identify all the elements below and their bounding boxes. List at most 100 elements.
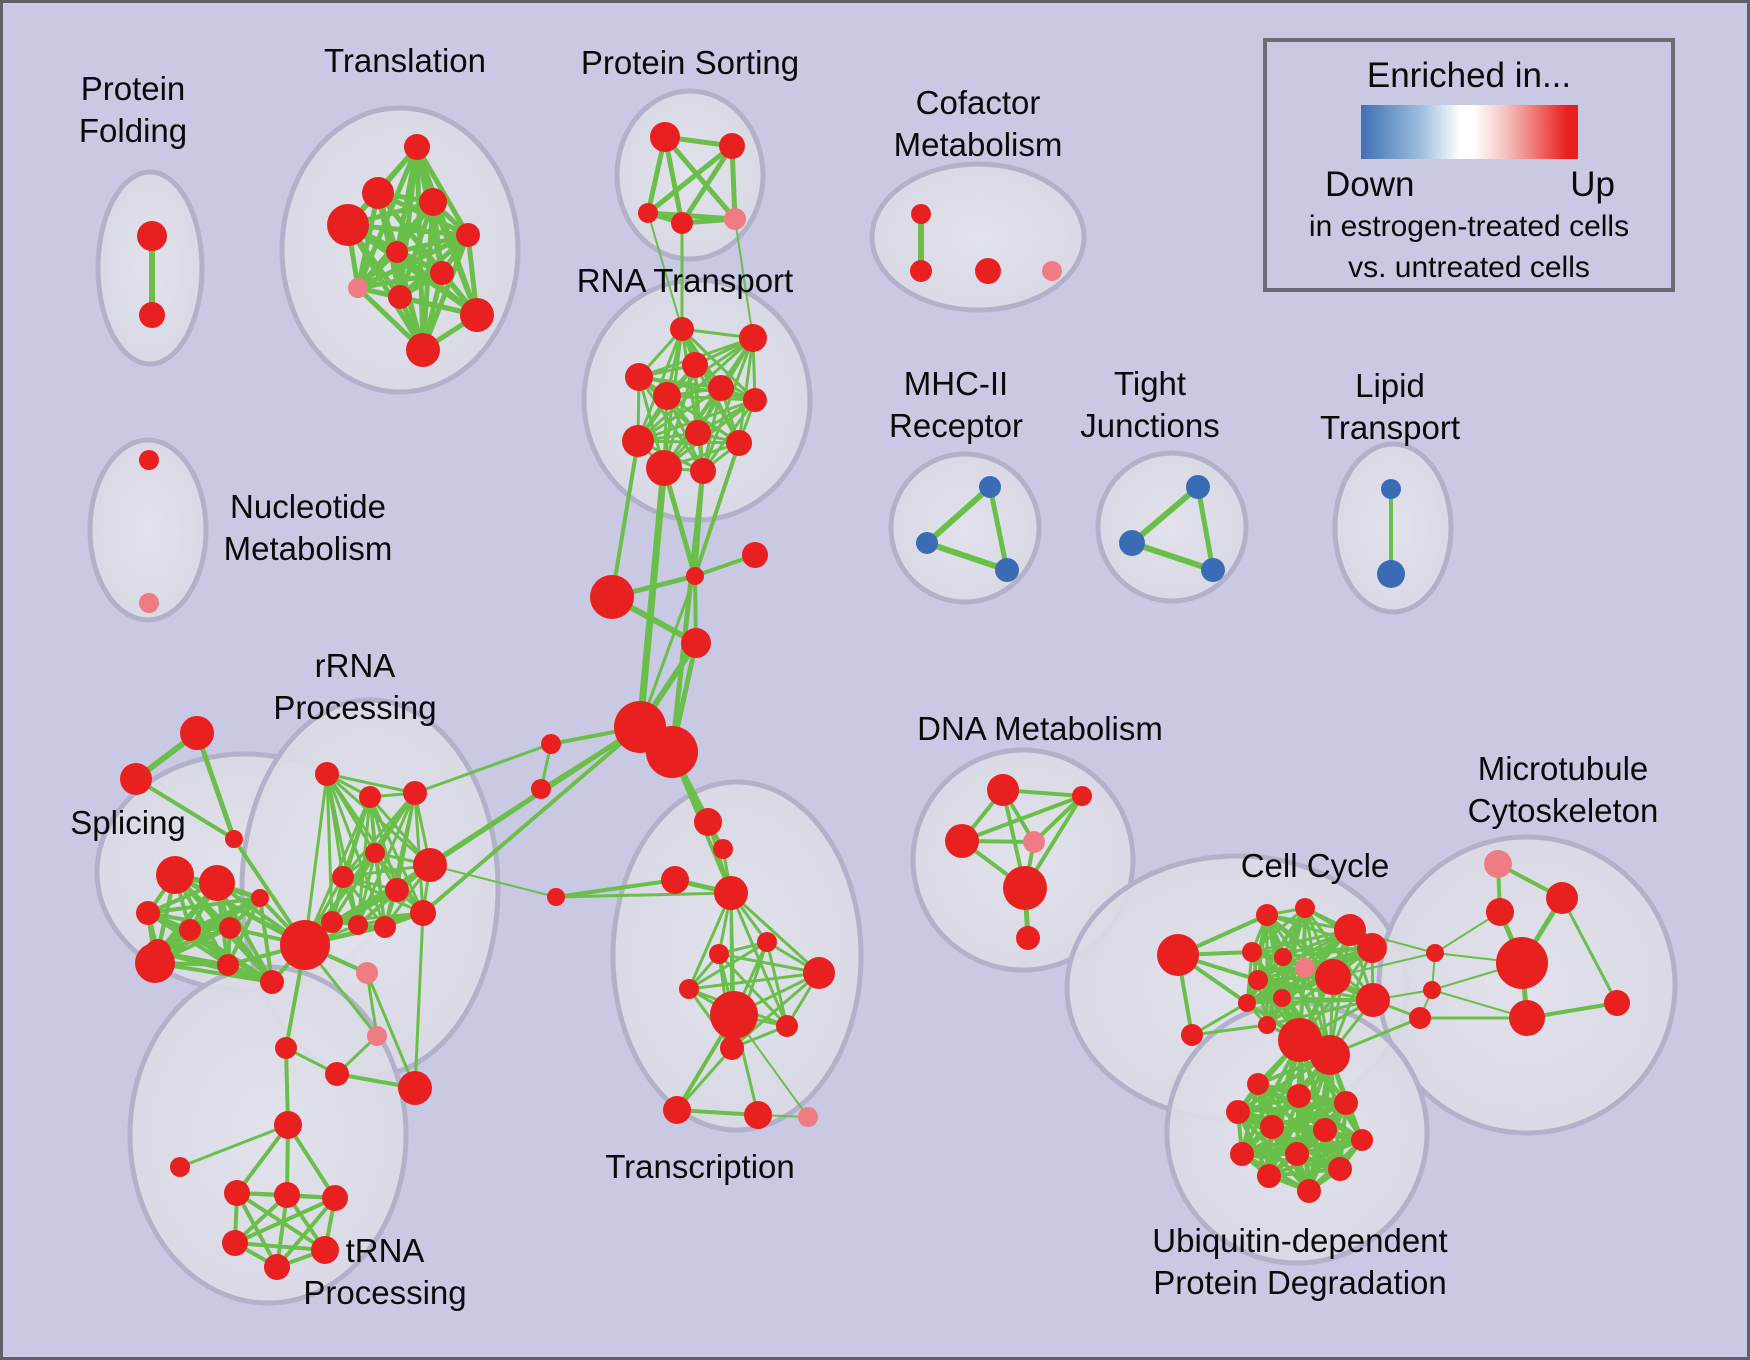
gene-set-node: [1351, 1129, 1373, 1151]
gene-set-node: [663, 1096, 691, 1124]
gene-set-node: [803, 957, 835, 989]
gene-set-node: [911, 204, 931, 224]
gene-set-node: [367, 1026, 387, 1046]
gene-set-node: [362, 177, 394, 209]
gene-set-node: [1426, 944, 1444, 962]
gene-set-node: [910, 260, 932, 282]
gene-set-node: [720, 1036, 744, 1060]
gene-set-node: [1297, 1179, 1321, 1203]
gene-set-node: [274, 1182, 300, 1208]
gene-set-node: [995, 558, 1019, 582]
gene-set-node: [670, 317, 694, 341]
cluster-label-cell-cycle: Cell Cycle: [1240, 847, 1390, 884]
gene-set-node: [179, 919, 201, 941]
cluster-ellipse-cofactor-metabolism: [869, 161, 1087, 313]
gene-set-node: [638, 203, 658, 223]
gene-set-node: [726, 430, 752, 456]
gene-set-node: [199, 865, 235, 901]
gene-set-node: [1247, 1073, 1269, 1095]
gene-set-node: [1042, 261, 1062, 281]
gene-set-node: [386, 241, 408, 263]
gene-set-node: [274, 1111, 302, 1139]
cluster-label-microtubule-cytoskeleton: Microtubule Cytoskeleton: [1467, 750, 1659, 830]
gene-set-node: [1484, 850, 1512, 878]
gene-set-node: [679, 979, 699, 999]
gene-set-node: [945, 824, 979, 858]
gene-set-node: [348, 278, 368, 298]
gene-set-node: [709, 944, 729, 964]
gene-set-node: [356, 962, 378, 984]
gene-set-node: [1287, 1084, 1311, 1108]
legend-caption: in estrogen-treated cells vs. untreated …: [1308, 210, 1630, 284]
gene-set-node: [1381, 479, 1401, 499]
gene-set-node: [690, 458, 716, 484]
gene-set-node: [1248, 970, 1268, 990]
gene-set-node: [1496, 937, 1548, 989]
gene-set-node: [180, 716, 214, 750]
gene-set-node: [1256, 904, 1278, 926]
gene-set-node: [744, 1101, 772, 1129]
gene-set-node: [916, 532, 938, 554]
cluster-label-protein-sorting: Protein Sorting: [580, 44, 800, 81]
gene-set-node: [1334, 1091, 1358, 1115]
gene-set-node: [120, 763, 152, 795]
gene-set-node: [1181, 1024, 1203, 1046]
gene-set-node: [280, 920, 330, 970]
gene-set-node: [1273, 989, 1291, 1007]
gene-set-node: [757, 932, 777, 952]
gene-set-node: [646, 450, 682, 486]
gene-set-node: [419, 188, 447, 216]
gene-set-node: [1315, 959, 1351, 995]
gene-set-node: [251, 889, 269, 907]
gene-set-node: [260, 970, 284, 994]
gene-set-node: [325, 1062, 349, 1086]
gene-set-node: [327, 204, 369, 246]
gene-set-node: [139, 302, 165, 328]
cluster-ellipse-mhc-receptor: [888, 451, 1042, 605]
gene-set-node: [1357, 933, 1387, 963]
cluster-label-ubiquitin: Ubiquitin-dependent Protein Degradation: [1152, 1222, 1448, 1302]
gene-set-node: [724, 208, 746, 230]
legend: Enriched in... Down Up in estrogen-treat…: [1263, 38, 1675, 292]
gene-set-node: [406, 333, 440, 367]
cluster-label-transcription: Transcription: [605, 1148, 795, 1185]
gene-set-node: [388, 285, 412, 309]
gene-set-node: [156, 856, 194, 894]
gene-set-node: [1003, 866, 1047, 910]
gene-set-node: [365, 843, 385, 863]
cluster-ellipse-tight-junctions: [1095, 450, 1249, 604]
gene-set-node: [1258, 1016, 1276, 1034]
gene-set-nodes-layer: [120, 122, 1630, 1280]
gene-set-node: [979, 476, 1001, 498]
gene-set-node: [1377, 560, 1405, 588]
gene-set-node: [1238, 994, 1256, 1012]
gene-set-node: [413, 848, 447, 882]
gene-set-node: [139, 593, 159, 613]
cluster-label-protein-folding: Protein Folding: [78, 70, 188, 150]
cluster-ellipse-protein-sorting: [614, 88, 766, 262]
legend-title: Enriched in...: [1366, 56, 1572, 95]
gene-set-node: [275, 1037, 297, 1059]
gene-set-node: [410, 900, 436, 926]
gene-set-node: [975, 258, 1001, 284]
gene-set-node: [430, 261, 454, 285]
gene-set-node: [776, 1015, 798, 1037]
gene-set-node: [1509, 1000, 1545, 1036]
gene-set-node: [1546, 882, 1578, 914]
gene-set-node: [1260, 1115, 1284, 1139]
gene-set-node: [1226, 1100, 1250, 1124]
gene-set-node: [137, 221, 167, 251]
gene-set-node: [1334, 914, 1366, 946]
cluster-label-trna-processing: tRNA Processing: [303, 1232, 467, 1312]
gene-set-node: [398, 1071, 432, 1105]
gene-set-node: [531, 779, 551, 799]
gene-set-node: [708, 375, 734, 401]
gene-set-node: [1295, 958, 1315, 978]
gene-set-node: [1016, 926, 1040, 950]
gene-set-node: [385, 878, 409, 902]
gene-set-node: [798, 1107, 818, 1127]
gene-set-node: [1313, 1118, 1337, 1142]
gene-set-node: [1257, 1164, 1281, 1188]
gene-set-node: [225, 830, 243, 848]
